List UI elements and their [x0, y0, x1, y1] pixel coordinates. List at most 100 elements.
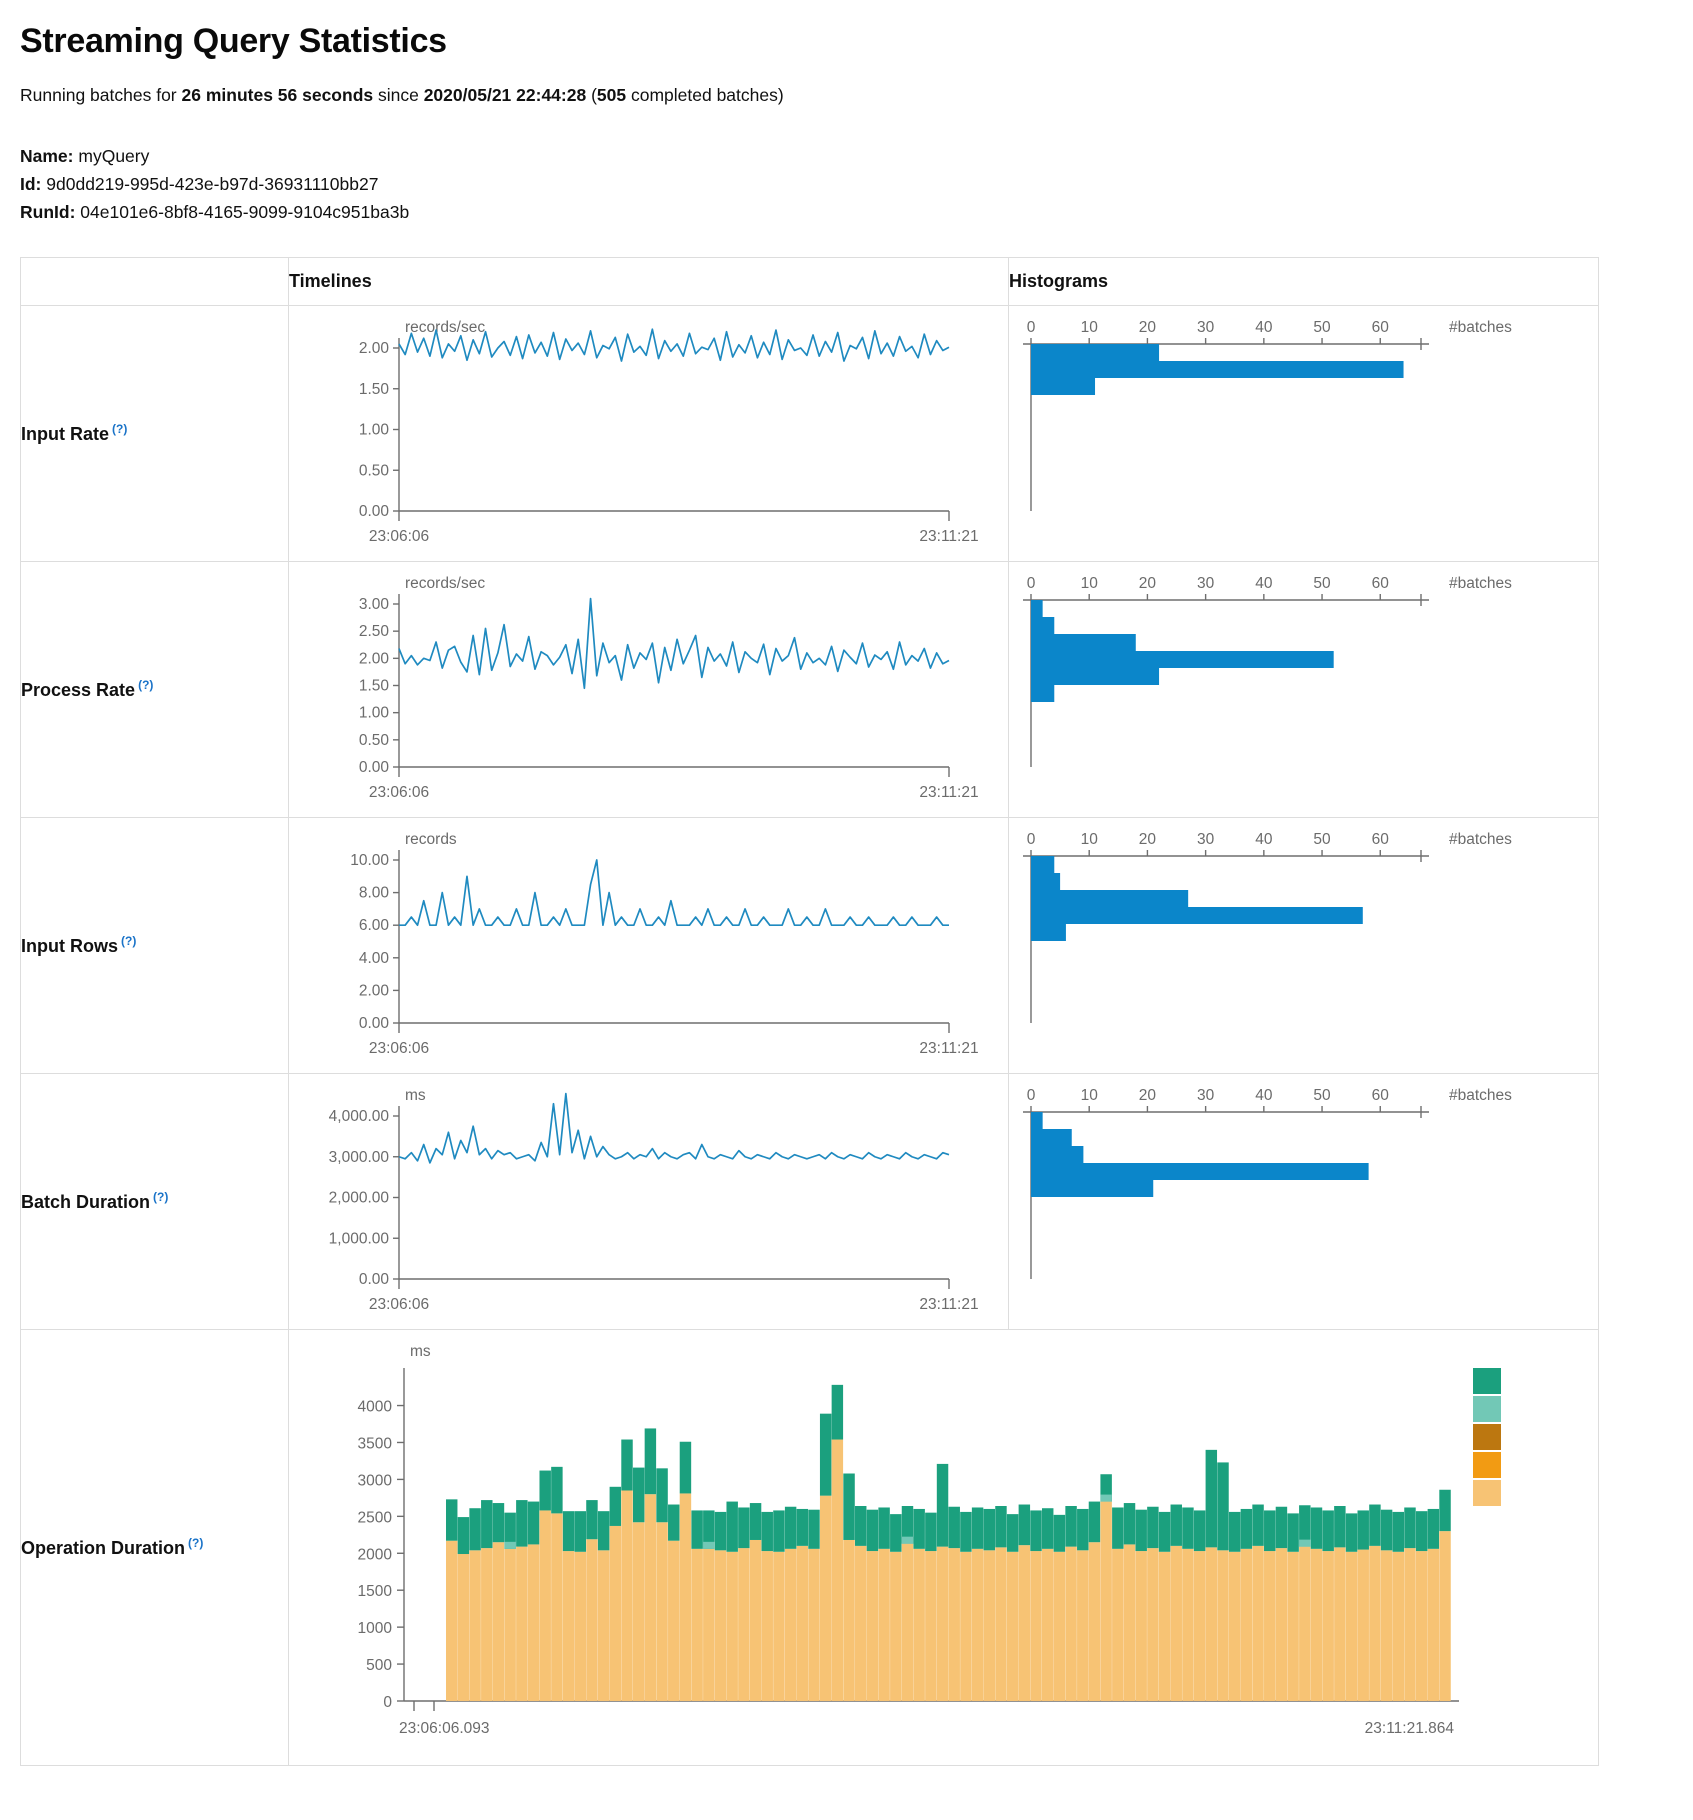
table-header-row: Timelines Histograms	[20, 257, 1599, 306]
opdur-bar-top	[843, 1473, 855, 1540]
help-icon-batch-duration[interactable]: (?)	[153, 1189, 169, 1204]
legend-swatch-2[interactable]	[1473, 1395, 1501, 1422]
opdur-bar-top	[1217, 1461, 1229, 1550]
opdur-bar-top	[703, 1509, 715, 1549]
opdur-bar-top	[995, 1505, 1007, 1547]
opdur-bar-top	[516, 1499, 528, 1547]
histogram-cell: 0 10 20 30 40 50 60 #batches	[1008, 305, 1599, 562]
histogram-bar	[1031, 1162, 1369, 1180]
opdur-bar-top	[773, 1509, 785, 1552]
operation-duration-chart-cell: ms 4000 3500 3000 2500 2000 1500 1000 500 0 23:06:…	[288, 1329, 1599, 1766]
x-end-label: 23:11:21	[919, 1040, 978, 1057]
opdur-x-start-label: 23:06:06.093	[399, 1720, 490, 1737]
query-metadata: Name: myQuery Id: 9d0dd219-995d-423e-b97…	[20, 142, 1673, 227]
hist-x-tick-label: 40	[1255, 831, 1273, 848]
timeline-svg[interactable]: records/sec 2.00 1.50 1.00 0.50 0.00 23:06:06 2…	[289, 306, 989, 561]
timeline-svg[interactable]: records 10.00 8.00 6.00 4.00 2.00 0.00 23:06:06…	[289, 818, 989, 1073]
timeline-unit-label: records/sec	[405, 575, 485, 592]
hist-x-tick-label: 20	[1139, 575, 1157, 592]
opdur-bar-base	[527, 1543, 540, 1701]
timeline-cell: ms 4,000.00 3,000.00 2,000.00 1,000.00 0.00 23…	[288, 1073, 1009, 1330]
histogram-svg[interactable]: 0 10 20 30 40 50 60 #batches	[1009, 562, 1579, 817]
opdur-bar-base	[1205, 1546, 1218, 1701]
y-tick-label: 0.00	[359, 1271, 390, 1288]
timeline-cell: records/sec 2.00 1.50 1.00 0.50 0.00 23:06:06 2…	[288, 305, 1009, 562]
help-icon-input-rate[interactable]: (?)	[112, 421, 128, 436]
opdur-bar-top	[691, 1509, 703, 1549]
opdur-bar-top	[761, 1511, 773, 1551]
opdur-bar-base	[504, 1548, 516, 1701]
y-tick-label: 1,000.00	[329, 1230, 390, 1247]
histogram-bar	[1031, 872, 1061, 890]
opdur-bar-base	[492, 1541, 505, 1701]
opdur-bar-top	[1228, 1511, 1241, 1552]
legend-swatch-5[interactable]	[1473, 1479, 1501, 1506]
opdur-bar-top	[457, 1516, 470, 1554]
y-tick-label: 3,000.00	[329, 1148, 390, 1165]
table-row: Batch Duration (?) ms 4,000.00 3,000.00 2,000…	[20, 1073, 1599, 1330]
opdur-bar-base	[1392, 1551, 1405, 1701]
opdur-bar-top	[890, 1513, 902, 1552]
opdur-bar-base	[726, 1551, 738, 1701]
y-tick-label: 2.50	[359, 623, 390, 640]
opdur-bar-top	[1299, 1504, 1311, 1547]
legend-swatch-1[interactable]	[1473, 1367, 1501, 1394]
opdur-bar-top	[808, 1509, 820, 1549]
opdur-bar-base	[1310, 1548, 1323, 1701]
y-tick-label: 10.00	[350, 852, 389, 869]
opdur-bar-top	[1088, 1501, 1101, 1542]
hist-x-tick-label: 0	[1027, 575, 1036, 592]
query-runid-row: RunId: 04e101e6-8bf8-4165-9099-9104c951b…	[20, 198, 1673, 226]
opdur-bar-base	[539, 1509, 551, 1701]
opdur-bar-base	[714, 1549, 727, 1701]
opdur-bar-top	[446, 1498, 458, 1541]
legend-swatch-3[interactable]	[1473, 1423, 1501, 1450]
help-icon-operation-duration[interactable]: (?)	[188, 1535, 204, 1550]
statistics-table: Timelines Histograms Input Rate (?) record…	[20, 256, 1599, 1330]
opdur-bar-base	[983, 1549, 996, 1701]
row-label-text: Process Rate	[21, 679, 136, 700]
opdur-bar-top	[1264, 1509, 1276, 1551]
opdur-bar-top	[504, 1512, 516, 1549]
legend-swatch-4[interactable]	[1473, 1451, 1501, 1478]
operation-duration-chart[interactable]: ms 4000 3500 3000 2500 2000 1500 1000 500 0 23:06:…	[289, 1330, 1598, 1765]
opdur-bar-base	[890, 1551, 902, 1701]
help-icon-input-rows[interactable]: (?)	[121, 933, 137, 948]
histogram-cell: 0 10 20 30 40 50 60 #batches	[1008, 561, 1599, 818]
opdur-bar-base	[1275, 1547, 1288, 1701]
opdur-bar-base	[1299, 1546, 1311, 1701]
opdur-bar-top	[644, 1427, 657, 1494]
histogram-bar	[1031, 906, 1363, 924]
opdur-bar-top	[796, 1508, 809, 1546]
opdur-bar-base	[679, 1492, 692, 1701]
batches-suffix: completed batches)	[626, 85, 784, 105]
operation-duration-legend[interactable]	[1473, 1367, 1501, 1508]
running-prefix: Running batches for	[20, 85, 182, 105]
histogram-bar	[1031, 1179, 1154, 1197]
histogram-svg[interactable]: 0 10 20 30 40 50 60 #batches	[1009, 1074, 1579, 1329]
opdur-bar-top	[960, 1511, 972, 1552]
opdur-bar-top	[1112, 1507, 1124, 1549]
opdur-y-tick-label: 1500	[358, 1583, 393, 1600]
opdur-bar-base	[971, 1548, 984, 1701]
y-tick-label: 4,000.00	[329, 1108, 390, 1125]
opdur-y-tick-label: 2500	[358, 1509, 393, 1526]
opdur-bar-top	[1135, 1509, 1147, 1551]
query-name-value: myQuery	[78, 145, 150, 166]
row-label-process-rate: Process Rate (?)	[20, 561, 289, 818]
opdur-bar-top	[551, 1466, 563, 1513]
table-row-operation-duration: Operation Duration (?) ms 4000 3500 3000 2500…	[20, 1329, 1599, 1766]
help-icon-process-rate[interactable]: (?)	[138, 677, 154, 692]
histogram-svg[interactable]: 0 10 20 30 40 50 60 #batches	[1009, 818, 1579, 1073]
timeline-svg[interactable]: ms 4,000.00 3,000.00 2,000.00 1,000.00 0.00 23…	[289, 1074, 989, 1329]
histogram-svg[interactable]: 0 10 20 30 40 50 60 #batches	[1009, 306, 1579, 561]
opdur-y-tick-label: 2000	[358, 1546, 393, 1563]
opdur-bar-base	[1252, 1545, 1264, 1701]
opdur-bar-top	[586, 1499, 598, 1539]
timeline-svg[interactable]: records/sec 3.00 2.50 2.00 1.50 1.00 0.50 0.00 2…	[289, 562, 989, 817]
opdur-bar-top	[971, 1507, 984, 1549]
opdur-bar-top	[1322, 1509, 1334, 1551]
opdur-bar-base	[1006, 1551, 1019, 1701]
opdur-bar-base	[1041, 1548, 1054, 1701]
operation-duration-svg[interactable]: ms 4000 3500 3000 2500 2000 1500 1000 500 0 23:06:…	[289, 1330, 1589, 1765]
